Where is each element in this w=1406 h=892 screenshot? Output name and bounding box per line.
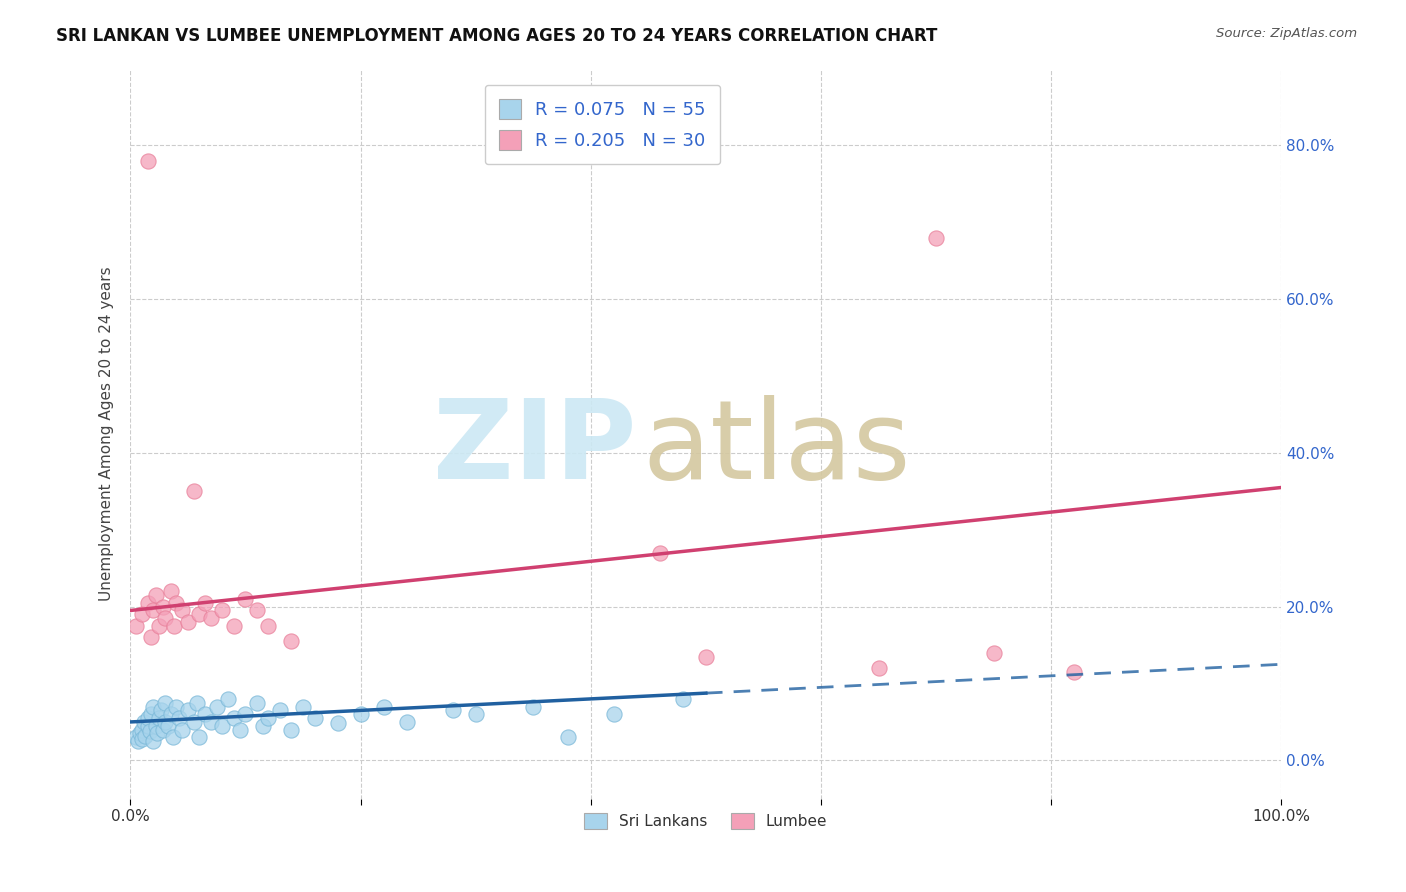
Point bbox=[145, 588, 167, 602]
Point bbox=[464, 707, 486, 722]
Text: atlas: atlas bbox=[643, 395, 911, 502]
Point bbox=[395, 714, 418, 729]
Point bbox=[228, 723, 250, 737]
Point bbox=[557, 731, 579, 745]
Point bbox=[136, 596, 159, 610]
Point bbox=[177, 615, 200, 629]
Point bbox=[205, 699, 228, 714]
Point bbox=[139, 631, 162, 645]
Point bbox=[257, 711, 280, 725]
Point bbox=[127, 734, 149, 748]
Point bbox=[177, 703, 200, 717]
Point bbox=[257, 619, 280, 633]
Text: Source: ZipAtlas.com: Source: ZipAtlas.com bbox=[1216, 27, 1357, 40]
Point bbox=[211, 719, 233, 733]
Point bbox=[695, 649, 717, 664]
Point bbox=[125, 731, 148, 745]
Point bbox=[183, 714, 205, 729]
Point bbox=[648, 546, 671, 560]
Point bbox=[136, 711, 159, 725]
Point bbox=[159, 584, 181, 599]
Point bbox=[136, 153, 159, 168]
Point bbox=[134, 714, 156, 729]
Point bbox=[136, 719, 159, 733]
Point bbox=[157, 719, 180, 733]
Point bbox=[235, 707, 257, 722]
Point bbox=[925, 230, 948, 244]
Point bbox=[131, 731, 153, 746]
Point bbox=[128, 726, 150, 740]
Y-axis label: Unemployment Among Ages 20 to 24 years: Unemployment Among Ages 20 to 24 years bbox=[100, 267, 114, 601]
Point bbox=[1063, 665, 1085, 679]
Point bbox=[672, 692, 695, 706]
Point bbox=[159, 707, 181, 722]
Point bbox=[188, 731, 211, 745]
Point bbox=[246, 603, 269, 617]
Point bbox=[148, 619, 170, 633]
Point bbox=[222, 619, 245, 633]
Point bbox=[153, 696, 176, 710]
Point bbox=[246, 696, 269, 710]
Point bbox=[280, 634, 302, 648]
Point bbox=[172, 723, 194, 737]
Point bbox=[131, 607, 153, 622]
Point bbox=[153, 714, 176, 729]
Legend: Sri Lankans, Lumbee: Sri Lankans, Lumbee bbox=[578, 806, 834, 835]
Point bbox=[217, 692, 239, 706]
Point bbox=[163, 619, 186, 633]
Point bbox=[291, 699, 314, 714]
Point bbox=[134, 729, 156, 743]
Point bbox=[200, 611, 222, 625]
Point bbox=[142, 699, 165, 714]
Point bbox=[194, 707, 217, 722]
Point bbox=[162, 731, 184, 745]
Point bbox=[146, 726, 169, 740]
Point bbox=[165, 699, 187, 714]
Text: SRI LANKAN VS LUMBEE UNEMPLOYMENT AMONG AGES 20 TO 24 YEARS CORRELATION CHART: SRI LANKAN VS LUMBEE UNEMPLOYMENT AMONG … bbox=[56, 27, 938, 45]
Point bbox=[188, 607, 211, 622]
Point bbox=[373, 699, 395, 714]
Point bbox=[280, 723, 302, 737]
Point bbox=[868, 661, 890, 675]
Point bbox=[194, 596, 217, 610]
Point bbox=[153, 611, 176, 625]
Point bbox=[186, 696, 208, 710]
Point bbox=[125, 619, 148, 633]
Point bbox=[603, 707, 626, 722]
Point bbox=[235, 591, 257, 606]
Point bbox=[142, 734, 165, 748]
Point bbox=[152, 599, 174, 614]
Point bbox=[441, 703, 464, 717]
Point bbox=[142, 603, 165, 617]
Point bbox=[349, 707, 371, 722]
Point bbox=[150, 703, 173, 717]
Point bbox=[139, 724, 162, 739]
Point bbox=[172, 603, 194, 617]
Point bbox=[522, 699, 544, 714]
Point bbox=[139, 707, 162, 722]
Point bbox=[983, 646, 1005, 660]
Text: ZIP: ZIP bbox=[433, 395, 637, 502]
Point bbox=[131, 723, 153, 737]
Point bbox=[304, 711, 326, 725]
Point bbox=[167, 711, 190, 725]
Point bbox=[152, 723, 174, 737]
Point bbox=[183, 484, 205, 499]
Point bbox=[211, 603, 233, 617]
Point bbox=[269, 703, 291, 717]
Point bbox=[165, 596, 187, 610]
Point bbox=[326, 716, 349, 731]
Point bbox=[148, 711, 170, 725]
Point bbox=[222, 711, 245, 725]
Point bbox=[145, 719, 167, 733]
Point bbox=[252, 719, 274, 733]
Point bbox=[200, 714, 222, 729]
